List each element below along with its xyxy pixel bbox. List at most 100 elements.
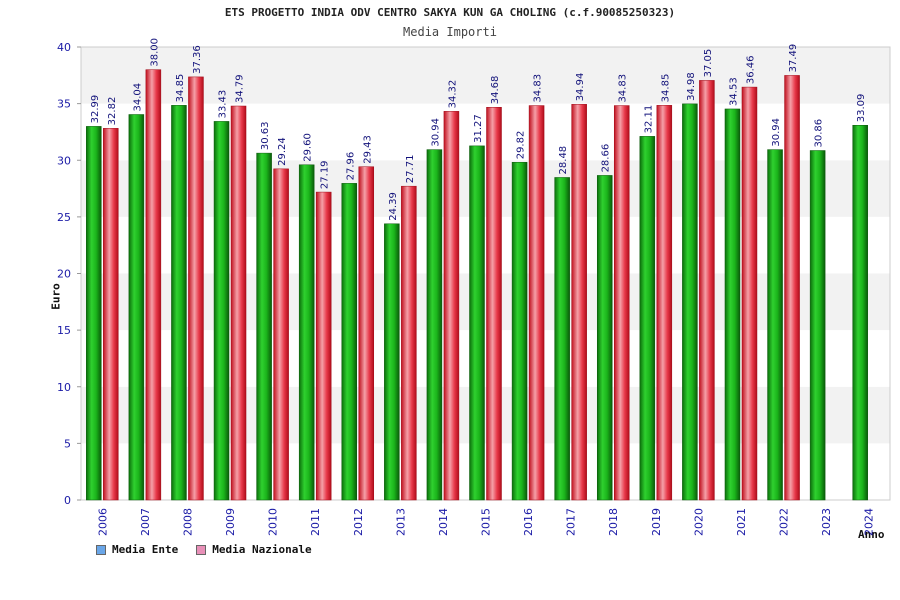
bar-value-label: 37.36 [192, 45, 203, 74]
bar-value-label: 34.83 [533, 74, 544, 103]
bar-value-label: 32.11 [643, 105, 654, 134]
x-axis-label: Anno [858, 528, 885, 541]
bar-value-label: 34.68 [490, 76, 501, 105]
bar-media-nazionale [741, 86, 758, 501]
x-tick-label: 2007 [139, 508, 152, 536]
y-tick-label: 30 [57, 154, 71, 167]
x-tick-label: 2011 [309, 508, 322, 536]
bar-media-nazionale [528, 105, 545, 501]
bar-value-label: 32.99 [90, 95, 101, 124]
bar-value-label: 34.53 [728, 77, 739, 106]
x-tick-label: 2010 [267, 508, 280, 536]
legend-label: Media Nazionale [212, 543, 312, 556]
legend: Media Ente Media Nazionale [96, 543, 312, 556]
bar-media-ente [341, 183, 358, 501]
x-tick-label: 2017 [565, 508, 578, 536]
y-tick-label: 40 [57, 41, 71, 54]
x-tick-label: 2018 [607, 508, 620, 536]
bar-media-nazionale [699, 80, 715, 501]
bar-media-nazionale [103, 128, 119, 501]
bar-value-label: 34.79 [235, 74, 246, 103]
bar-value-label: 34.85 [660, 74, 671, 103]
bar-value-label: 34.85 [175, 74, 186, 103]
bar-value-label: 29.24 [277, 137, 288, 166]
bar-value-label: 30.94 [771, 118, 782, 147]
bar-media-nazionale [443, 111, 460, 501]
bar-media-ente [384, 223, 400, 501]
x-tick-label: 2016 [522, 508, 535, 536]
legend-item-media-nazionale: Media Nazionale [196, 543, 312, 556]
bar-value-label: 36.46 [745, 55, 756, 84]
bar-value-label: 27.71 [405, 155, 416, 184]
bar-media-ente [639, 136, 656, 501]
bar-media-ente [596, 175, 613, 501]
x-axis: 2006 2007 2008 2009 2010 2011 2012 2013 2014 2015… [96, 508, 875, 536]
bar-value-label: 34.94 [575, 73, 586, 102]
legend-item-media-ente: Media Ente [96, 543, 178, 556]
bar-value-label: 34.04 [132, 83, 143, 112]
x-tick-label: 2022 [778, 508, 791, 536]
bar-media-nazionale [315, 191, 332, 501]
bar-media-ente [724, 108, 741, 501]
y-tick-label: 10 [57, 381, 71, 394]
x-tick-label: 2013 [394, 508, 407, 536]
bar-media-ente [809, 150, 826, 501]
legend-swatch-icon [96, 544, 106, 555]
x-tick-label: 2024 [863, 508, 876, 536]
legend-swatch-icon [196, 544, 207, 555]
bar-value-label: 34.32 [447, 80, 458, 109]
bar-value-label: 30.94 [430, 118, 441, 147]
bar-value-label: 29.60 [303, 133, 314, 162]
bar-value-label: 34.83 [618, 74, 629, 103]
bar-media-nazionale [656, 105, 673, 501]
bar-media-ente [852, 125, 868, 501]
x-tick-label: 2015 [480, 508, 493, 536]
bar-media-ente [128, 114, 145, 501]
x-tick-label: 2019 [650, 508, 663, 536]
bar-media-ente [767, 149, 783, 501]
bar-value-label: 34.98 [686, 72, 697, 101]
x-tick-label: 2009 [224, 508, 237, 536]
x-tick-label: 2006 [96, 508, 109, 536]
bar-media-ente [469, 145, 485, 501]
bar-value-label: 32.82 [107, 97, 118, 126]
bar-value-label: 37.05 [703, 49, 714, 78]
bar-media-ente [298, 164, 315, 501]
y-tick-label: 25 [57, 211, 71, 224]
bar-value-label: 30.86 [814, 119, 825, 148]
bar-media-nazionale [784, 75, 800, 501]
bar-value-label: 27.96 [345, 152, 356, 181]
bar-value-label: 33.43 [218, 90, 229, 119]
legend-label: Media Ente [112, 543, 179, 556]
x-tick-label: 2021 [735, 508, 748, 536]
bar-value-label: 28.66 [601, 144, 612, 173]
y-tick-label: 20 [57, 268, 71, 281]
bar-media-nazionale [145, 69, 162, 501]
bar-media-ente [554, 177, 570, 501]
bar-value-label: 27.19 [320, 160, 331, 189]
bar-media-nazionale [273, 168, 289, 501]
bar-value-label: 38.00 [149, 38, 160, 67]
bar-media-ente [171, 105, 187, 501]
bar-value-label: 37.49 [788, 44, 799, 73]
bar-media-nazionale [571, 104, 587, 501]
bar-media-ente [426, 149, 443, 501]
bar-media-ente [511, 162, 528, 501]
x-tick-label: 2008 [181, 508, 194, 536]
bar-media-nazionale [358, 166, 375, 501]
bars: 32.99 32.82 34.04 38.00 34.85 37.36 33.43 34.79… [86, 38, 868, 501]
chart-title: ETS PROGETTO INDIA ODV CENTRO SAKYA KUN … [224, 6, 676, 19]
y-tick-label: 35 [57, 98, 71, 111]
bar-value-label: 28.48 [558, 146, 569, 175]
bar-value-label: 31.27 [473, 114, 484, 143]
bar-media-nazionale [401, 185, 417, 501]
y-tick-label: 0 [64, 494, 71, 507]
x-tick-label: 2023 [820, 508, 833, 536]
x-tick-label: 2012 [352, 508, 365, 536]
x-tick-label: 2014 [437, 508, 450, 536]
bar-media-nazionale [486, 106, 502, 501]
bar-value-label: 33.09 [856, 94, 867, 123]
chart-subtitle: Media Importi [403, 25, 497, 39]
bar-media-ente [682, 103, 698, 501]
